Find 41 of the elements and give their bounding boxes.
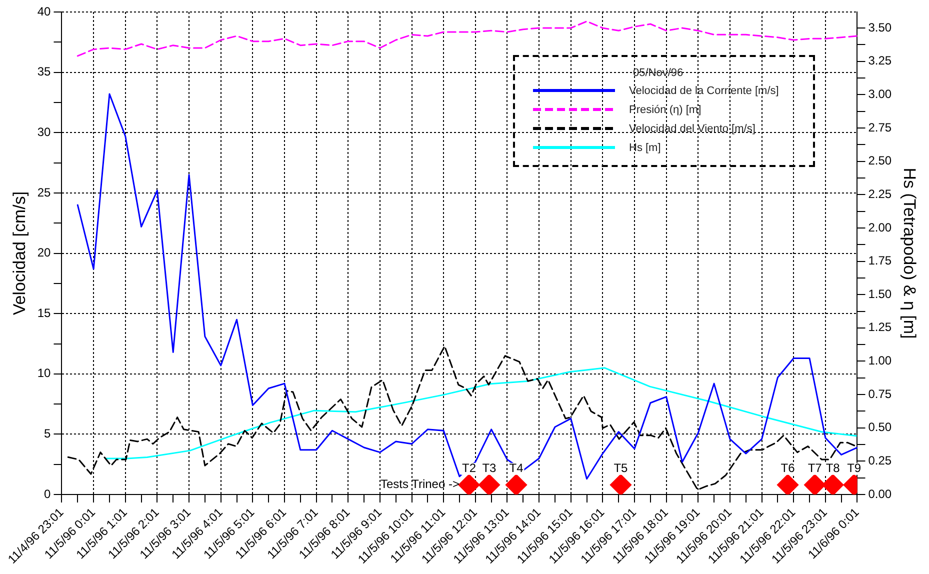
y-tick-label: 25 — [37, 185, 52, 200]
y2-tick-label: 3.00 — [868, 86, 892, 101]
data-label: T8 — [826, 461, 840, 476]
data-label: T4 — [509, 461, 524, 476]
y-tick-label: 0 — [44, 486, 52, 501]
data-label: T5 — [614, 461, 628, 476]
data-label: T3 — [482, 461, 497, 476]
legend-label: Velocidad de la Corriente [m/s] — [629, 84, 779, 96]
y-tick-label: 15 — [37, 306, 52, 320]
data-label: T2 — [462, 461, 476, 476]
y2-axis-title: Hs (Tetrapodo) & η [m] — [900, 168, 920, 339]
y2-tick-label: 2.75 — [868, 120, 892, 134]
legend-label: Presión (η) [m] — [629, 104, 702, 116]
y-tick-label: 10 — [37, 366, 52, 380]
legend-label: Velocidad del Viento [m/s] — [629, 122, 756, 134]
y2-tick-label: 0.25 — [868, 454, 892, 468]
data-label: T7 — [808, 461, 822, 476]
y2-tick-label: 1.25 — [868, 320, 892, 334]
data-label: T6 — [780, 461, 796, 476]
y-axis-title: Velocidad [cm/s] — [10, 191, 29, 316]
y2-tick-label: 1.00 — [868, 354, 892, 368]
y-tick-label: 35 — [37, 64, 52, 79]
y2-tick-label: 1.75 — [868, 254, 892, 268]
data-label: T9 — [847, 461, 862, 476]
legend-label: Hs [m] — [629, 142, 661, 154]
annotation: Tests Trineo -> — [380, 477, 460, 492]
y2-tick-label: 0.50 — [868, 420, 892, 434]
line-series — [76, 20, 858, 57]
y-tick-label: 20 — [37, 246, 52, 260]
y2-tick-label: 2.50 — [868, 154, 892, 168]
y2-tick-label: 1.50 — [868, 286, 892, 301]
legend-title: 05/Nov/96 — [633, 67, 684, 79]
y-tick-label: 30 — [37, 124, 52, 139]
y2-tick-label: 0.75 — [868, 386, 892, 401]
y2-tick-label: 0.00 — [868, 486, 892, 501]
y2-tick-label: 3.50 — [868, 20, 892, 34]
y2-tick-label: 2.00 — [868, 220, 892, 234]
y2-tick-label: 2.25 — [868, 186, 892, 201]
y-tick-label: 5 — [44, 426, 52, 441]
y-tick-label: 40 — [37, 4, 52, 18]
y2-tick-label: 3.25 — [868, 54, 892, 68]
